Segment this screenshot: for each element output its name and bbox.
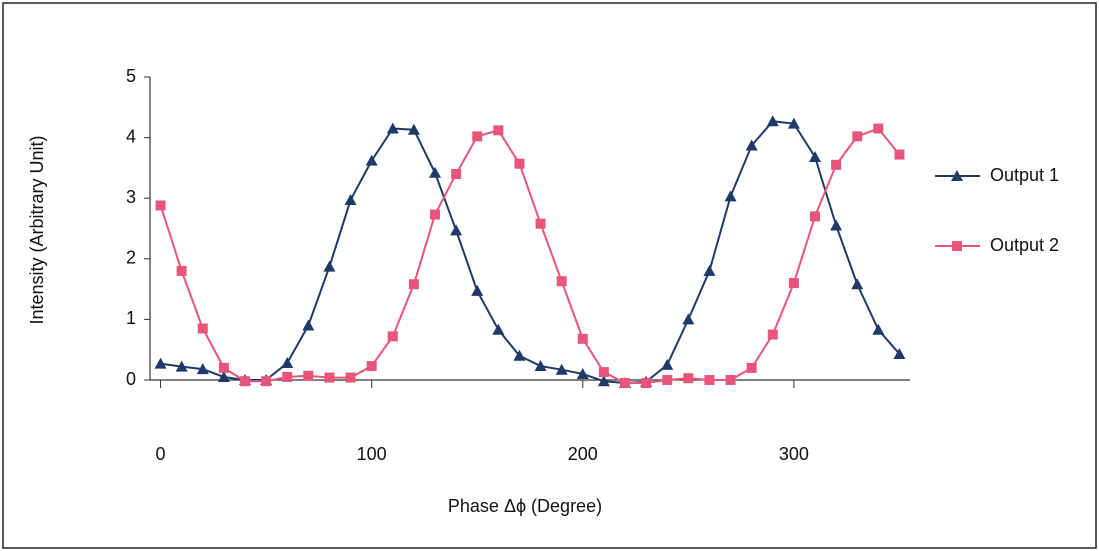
legend-label: Output 1 — [990, 165, 1059, 185]
data-point — [346, 373, 356, 383]
data-point — [282, 372, 292, 382]
y-tick-label: 0 — [126, 369, 136, 389]
data-point — [578, 334, 588, 344]
data-point — [156, 200, 166, 210]
y-tick-label: 4 — [126, 126, 136, 146]
data-point — [219, 363, 229, 373]
x-tick-label: 100 — [357, 444, 387, 464]
x-tick-label: 0 — [156, 444, 166, 464]
y-tick-label: 1 — [126, 308, 136, 328]
data-point — [177, 266, 187, 276]
data-point — [641, 378, 651, 388]
data-point — [852, 131, 862, 141]
x-tick-label: 200 — [568, 444, 598, 464]
data-point — [873, 124, 883, 134]
data-point — [620, 378, 630, 388]
x-tick-label: 300 — [779, 444, 809, 464]
data-point — [894, 150, 904, 160]
y-tick-label: 2 — [126, 248, 136, 268]
legend-label: Output 2 — [990, 235, 1059, 255]
y-tick-label: 5 — [126, 66, 136, 86]
data-point — [472, 131, 482, 141]
data-point — [704, 375, 714, 385]
data-point — [747, 363, 757, 373]
chart: Intensity (Arbitrary Unit) Phase Δϕ (Deg… — [0, 0, 1099, 551]
data-point — [662, 375, 672, 385]
legend-marker — [952, 241, 962, 251]
y-tick-label: 3 — [126, 187, 136, 207]
data-point — [514, 159, 524, 169]
data-point — [557, 276, 567, 286]
data-point — [198, 323, 208, 333]
data-point — [409, 279, 419, 289]
data-point — [388, 331, 398, 341]
data-point — [261, 376, 271, 386]
data-point — [303, 371, 313, 381]
y-axis-label: Intensity (Arbitrary Unit) — [27, 135, 47, 324]
data-point — [683, 373, 693, 383]
chart-frame — [3, 3, 1096, 548]
data-point — [324, 373, 334, 383]
data-point — [599, 367, 609, 377]
data-point — [726, 375, 736, 385]
data-point — [367, 361, 377, 371]
data-point — [493, 125, 503, 135]
data-point — [451, 169, 461, 179]
data-point — [831, 160, 841, 170]
data-point — [536, 219, 546, 229]
data-point — [240, 376, 250, 386]
data-point — [810, 211, 820, 221]
data-point — [789, 278, 799, 288]
x-axis-label: Phase Δϕ (Degree) — [448, 496, 602, 516]
data-point — [768, 330, 778, 340]
data-point — [430, 210, 440, 220]
